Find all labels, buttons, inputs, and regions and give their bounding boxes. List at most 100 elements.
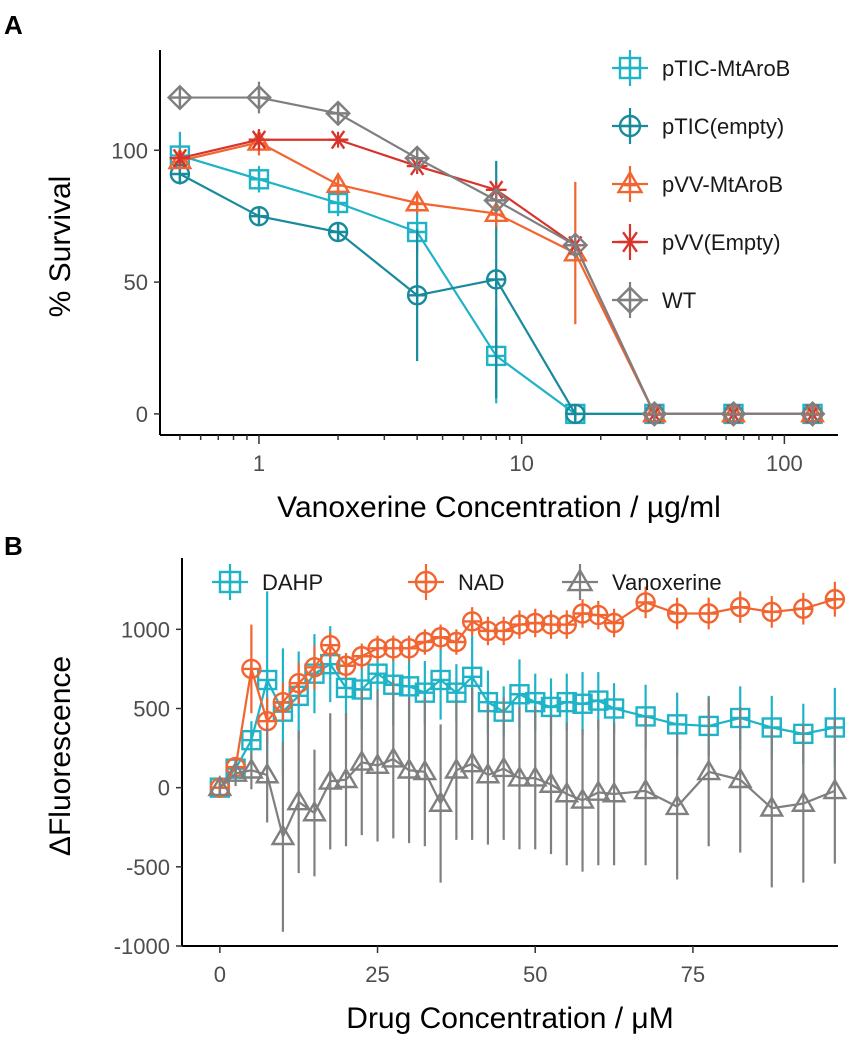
data-point	[325, 171, 351, 193]
data-point	[302, 800, 327, 822]
x-tick-label: 75	[681, 962, 705, 987]
data-point	[320, 634, 341, 656]
data-point	[256, 710, 278, 732]
x-tick-label: 1	[253, 451, 265, 476]
data-point	[475, 762, 501, 784]
series-wt	[166, 81, 826, 427]
data-point	[272, 691, 294, 713]
data-point	[349, 749, 375, 771]
data-point	[483, 187, 510, 214]
y-tick-label: -500	[126, 855, 170, 880]
data-point	[241, 658, 262, 680]
data-point	[635, 592, 656, 613]
legend-marker	[615, 285, 645, 315]
data-point	[554, 781, 580, 803]
x-tick-label: 0	[214, 962, 226, 987]
data-point	[491, 755, 517, 778]
data-point	[522, 765, 548, 787]
data-point	[304, 657, 325, 678]
data-point	[238, 757, 264, 779]
legend-marker	[618, 231, 642, 253]
data-point	[317, 768, 343, 790]
data-point	[430, 669, 451, 691]
data-point	[461, 611, 483, 632]
x-tick-label: 25	[365, 962, 389, 987]
legend-label: pTIC-MtAroB	[662, 56, 790, 81]
data-point	[412, 759, 438, 781]
data-point	[585, 779, 611, 801]
data-point	[790, 790, 816, 812]
data-point	[664, 793, 690, 816]
data-point	[759, 795, 785, 817]
legend-label: pTIC(empty)	[662, 114, 784, 139]
legend-marker	[616, 170, 644, 194]
legend-marker	[414, 570, 438, 594]
panel-b-letter: B	[4, 531, 23, 561]
legend-marker	[618, 114, 642, 138]
data-point	[446, 631, 467, 653]
data-point	[486, 269, 507, 290]
data-point	[459, 751, 485, 773]
data-point	[562, 232, 589, 259]
data-point	[327, 130, 349, 150]
data-point	[603, 698, 625, 719]
data-point	[428, 790, 454, 812]
panel-a-chart: 0 50 100 1 10 100 Vanoxerine Concentration / µ…	[44, 50, 838, 524]
data-point	[380, 746, 406, 768]
data-point	[698, 603, 719, 624]
series-line	[219, 757, 836, 841]
legend: pTIC-MtAroB pTIC(empty) pVV-MtAroB pVV(Empt…	[612, 50, 790, 318]
data-point	[325, 100, 352, 127]
legend-entry-dahp: DAHP	[212, 564, 323, 600]
data-point	[335, 655, 357, 676]
legend-entry-pvv-empty: pVV(Empty)	[612, 224, 781, 260]
y-tick-label: -1000	[114, 934, 170, 959]
data-point	[799, 400, 826, 427]
legend-entry-ptic-empty: pTIC(empty)	[612, 108, 784, 144]
data-point	[169, 148, 191, 168]
legend-entry-wt: WT	[612, 282, 696, 318]
legend-marker	[218, 570, 242, 594]
x-tick-label: 10	[509, 451, 533, 476]
data-point	[507, 765, 532, 787]
data-point	[603, 612, 625, 634]
data-point	[248, 169, 270, 190]
x-axis-title: Vanoxerine Concentration / µg/ml	[277, 491, 721, 524]
data-point	[601, 781, 627, 803]
data-point	[166, 84, 193, 111]
legend-entry-vanoxerine: Vanoxerine	[562, 564, 722, 600]
y-tick-label: 500	[133, 697, 170, 722]
y-axis-title: ΔFluorescence	[44, 656, 77, 856]
y-tick-label: 50	[124, 270, 148, 295]
data-point	[793, 598, 814, 619]
data-point	[730, 596, 751, 618]
data-point	[641, 400, 668, 427]
data-point	[727, 767, 753, 789]
data-point	[404, 145, 431, 172]
legend-label: DAHP	[262, 570, 323, 595]
data-point	[207, 774, 233, 797]
data-point	[538, 771, 564, 793]
legend-marker	[618, 56, 642, 80]
x-tick-label: 50	[523, 962, 547, 987]
data-point	[241, 729, 262, 751]
data-point	[288, 672, 309, 694]
legend-label: Vanoxerine	[612, 570, 722, 595]
legend-label: WT	[662, 288, 696, 313]
data-point	[824, 589, 846, 610]
data-point	[461, 666, 483, 688]
data-point	[666, 714, 688, 735]
data-point	[365, 752, 390, 774]
data-point	[248, 130, 270, 150]
data-point	[351, 646, 372, 667]
y-tick-label: 0	[136, 402, 148, 427]
data-point	[327, 192, 349, 214]
x-axis-title: Drug Concentration / μM	[346, 1002, 673, 1035]
data-point	[761, 601, 782, 623]
data-point	[367, 663, 388, 684]
legend-entry-pvv-mtarob: pVV-MtAroB	[612, 166, 783, 202]
data-point	[286, 789, 312, 811]
legend-label: pVV-MtAroB	[662, 172, 783, 197]
data-point	[666, 603, 688, 624]
